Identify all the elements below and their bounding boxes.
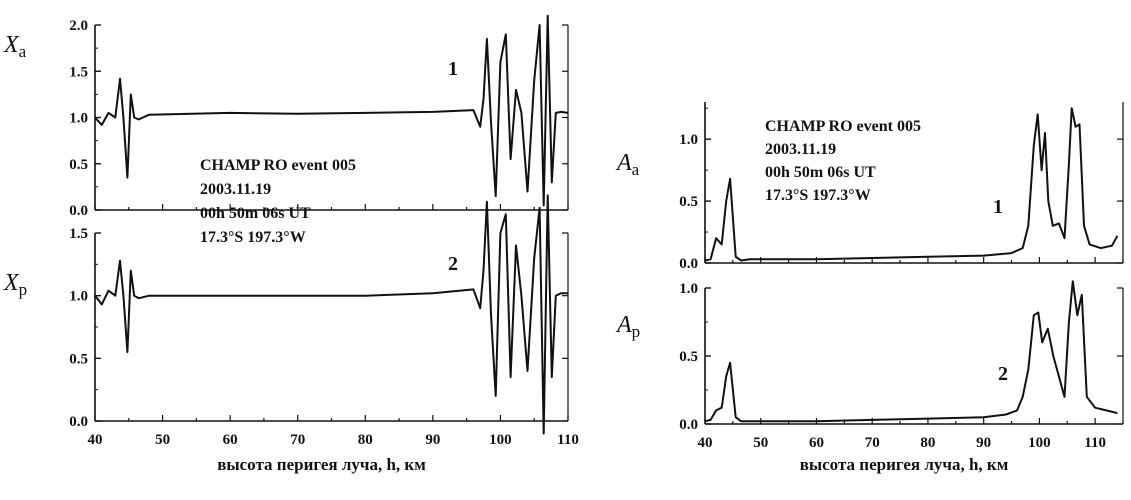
y-axis-label: Xa <box>3 32 27 61</box>
annotation-line: 00h 50m 06s UT <box>765 164 876 181</box>
curve-number-label: 2 <box>998 363 1008 385</box>
chart-panel-left-top: 0.0 0.5 1.0 1.5 2.0 Xa 1 CHAMP RO event 005 2003… <box>3 14 569 246</box>
y-axis-label-main: A <box>615 312 632 338</box>
y-tick-label: 0.0 <box>679 256 698 272</box>
x-tick-label: 60 <box>809 435 824 451</box>
curve-number-label: 1 <box>448 58 458 80</box>
series-line <box>94 14 569 207</box>
y-axis-label: Ap <box>615 312 640 341</box>
x-axis-label: высота перигея луча, h, км <box>800 455 1009 474</box>
x-tick-label: 80 <box>358 432 373 448</box>
x-tick-label: 50 <box>155 432 170 448</box>
y-axis-label-main: X <box>3 270 20 296</box>
x-tick-label: 70 <box>865 435 880 451</box>
y-axis-label-sub: p <box>632 322 641 341</box>
chart-panel-left-bottom: 0.0 0.5 1.0 1.5 40 50 60 70 80 90 100 110 Xp 2 высота … <box>3 194 579 474</box>
y-tick-label: 1.5 <box>69 226 88 242</box>
x-tick-label: 110 <box>1084 435 1106 451</box>
y-axis-label-main: A <box>615 150 632 176</box>
curve-number-label: 2 <box>448 253 458 275</box>
x-tick-label: 100 <box>489 432 512 448</box>
annotation-line: CHAMP RO event 005 <box>200 157 356 174</box>
y-axis-label-main: X <box>3 32 20 58</box>
series-line <box>704 280 1118 423</box>
y-tick-label: 1.0 <box>679 132 698 148</box>
x-tick-label: 40 <box>88 432 103 448</box>
x-axis-label: высота перигея луча, h, км <box>217 455 426 474</box>
x-tick-label: 90 <box>976 435 991 451</box>
x-tick-label: 110 <box>557 432 579 448</box>
annotation-line: 2003.11.19 <box>765 141 836 158</box>
annotation-line: 2003.11.19 <box>200 181 271 198</box>
y-tick-label: 0.5 <box>69 157 88 173</box>
y-tick-label: 0.5 <box>69 351 88 367</box>
curve-number-label: 1 <box>993 196 1003 218</box>
y-tick-label: 1.5 <box>69 64 88 80</box>
chart-panel-right-top: 0.0 0.5 1.0 Aa 1 CHAMP RO event 005 2003.11.19… <box>615 102 1124 272</box>
y-tick-label: 0.0 <box>679 417 698 433</box>
y-axis-label: Aa <box>615 150 640 179</box>
series-line <box>94 194 568 435</box>
y-tick-label: 0.5 <box>679 349 698 365</box>
x-tick-label: 50 <box>753 435 768 451</box>
x-tick-label: 100 <box>1028 435 1051 451</box>
y-tick-label: 0.5 <box>679 194 698 210</box>
series-line <box>704 107 1119 262</box>
x-tick-label: 60 <box>223 432 238 448</box>
y-tick-label: 0.0 <box>69 414 88 430</box>
y-axis-label-sub: p <box>19 280 28 299</box>
x-tick-label: 80 <box>920 435 935 451</box>
x-tick-label: 40 <box>698 435 713 451</box>
x-tick-label: 70 <box>290 432 305 448</box>
y-tick-label: 1.0 <box>69 289 88 305</box>
y-axis-label: Xp <box>3 270 27 299</box>
annotation-line: 17.3°S 197.3°W <box>200 229 306 246</box>
x-tick-label: 90 <box>425 432 440 448</box>
y-tick-label: 1.0 <box>69 111 88 127</box>
chart-panel-right-bottom: 0.0 0.5 1.0 40 50 60 70 80 90 100 110 Ap 2 высота пер… <box>615 280 1124 474</box>
annotation-line: 00h 50m 06s UT <box>200 205 311 222</box>
y-axis-label-sub: a <box>632 160 640 179</box>
y-axis-label-sub: a <box>19 42 27 61</box>
y-tick-label: 0.0 <box>69 203 88 219</box>
annotation-line: 17.3°S 197.3°W <box>765 187 871 204</box>
y-tick-label: 1.0 <box>679 281 698 297</box>
y-tick-label: 2.0 <box>69 18 88 34</box>
annotation-line: CHAMP RO event 005 <box>765 118 921 135</box>
